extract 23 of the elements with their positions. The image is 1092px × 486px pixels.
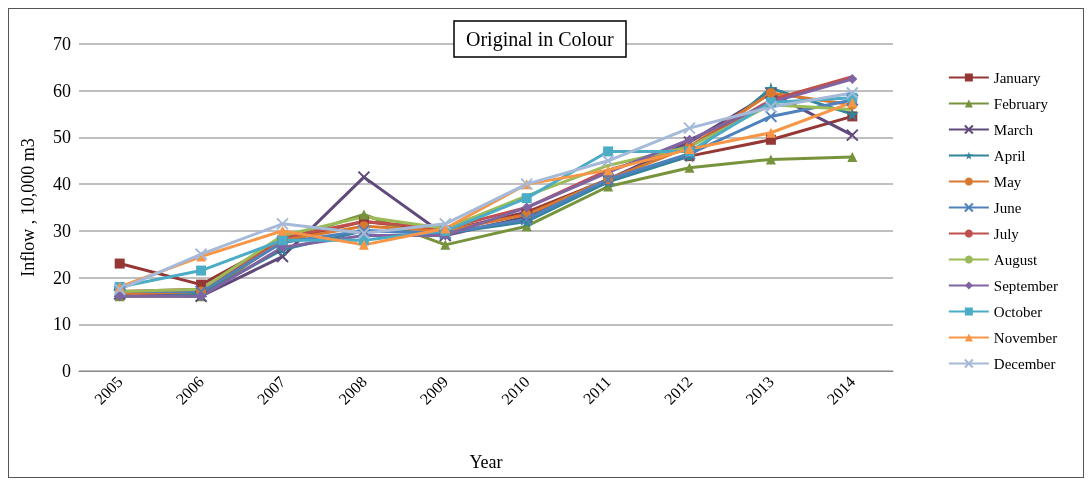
legend-label: July — [993, 225, 1020, 242]
y-tick-label: 10 — [53, 314, 71, 335]
y-tick-label: 70 — [53, 34, 71, 54]
y-tick-label: 50 — [53, 127, 71, 148]
legend-label: February — [993, 95, 1049, 112]
legend-label: April — [993, 147, 1026, 164]
y-tick-label: 60 — [53, 80, 71, 101]
legend-label: March — [993, 121, 1034, 138]
x-axis-title: Year — [469, 452, 503, 472]
legend-label: December — [993, 355, 1056, 372]
y-axis-title: Inflow , 10,000 m3 — [18, 138, 38, 277]
legend-label: September — [993, 277, 1059, 294]
legend-label: January — [993, 69, 1041, 86]
chart-title: Original in Colour — [466, 28, 615, 51]
legend-label: May — [993, 173, 1022, 190]
y-tick-label: 40 — [53, 174, 71, 195]
y-tick-label: 20 — [53, 267, 71, 288]
legend-label: June — [993, 199, 1022, 216]
legend-label: August — [993, 251, 1039, 268]
y-tick-label: 0 — [62, 361, 71, 381]
legend-label: November — [993, 329, 1058, 346]
y-tick-label: 30 — [53, 220, 71, 241]
legend-label: October — [993, 303, 1043, 320]
